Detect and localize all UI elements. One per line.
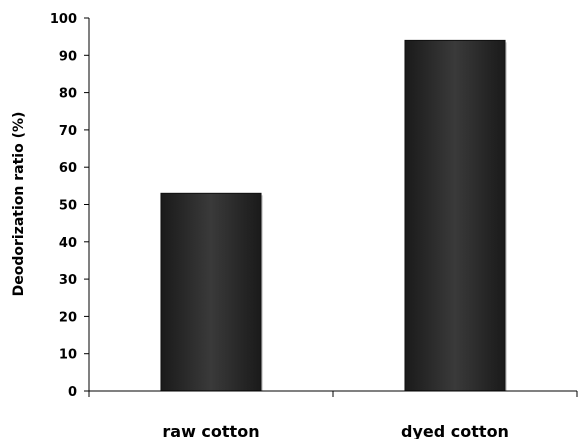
bar (404, 39, 506, 392)
bar-dyed-cotton (404, 39, 508, 392)
y-tick-label: 10 (59, 348, 77, 363)
y-tick-label: 70 (59, 124, 77, 139)
bar-raw-cotton (160, 192, 264, 392)
y-tick-label: 80 (59, 87, 77, 102)
x-tick-label: dyed cotton (401, 422, 509, 439)
y-tick-label: 90 (59, 49, 77, 64)
y-tick-label: 30 (59, 273, 77, 288)
y-tick-label: 50 (59, 199, 77, 214)
x-tick-label: raw cotton (162, 422, 259, 439)
bar (160, 192, 262, 392)
y-tick-label: 20 (59, 310, 77, 325)
y-tick-label: 0 (68, 385, 77, 400)
y-tick-label: 60 (59, 161, 77, 176)
y-tick-label: 100 (50, 12, 77, 27)
y-axis-title: Deodorization ratio (%) (11, 112, 27, 297)
y-tick-label: 40 (59, 236, 77, 251)
